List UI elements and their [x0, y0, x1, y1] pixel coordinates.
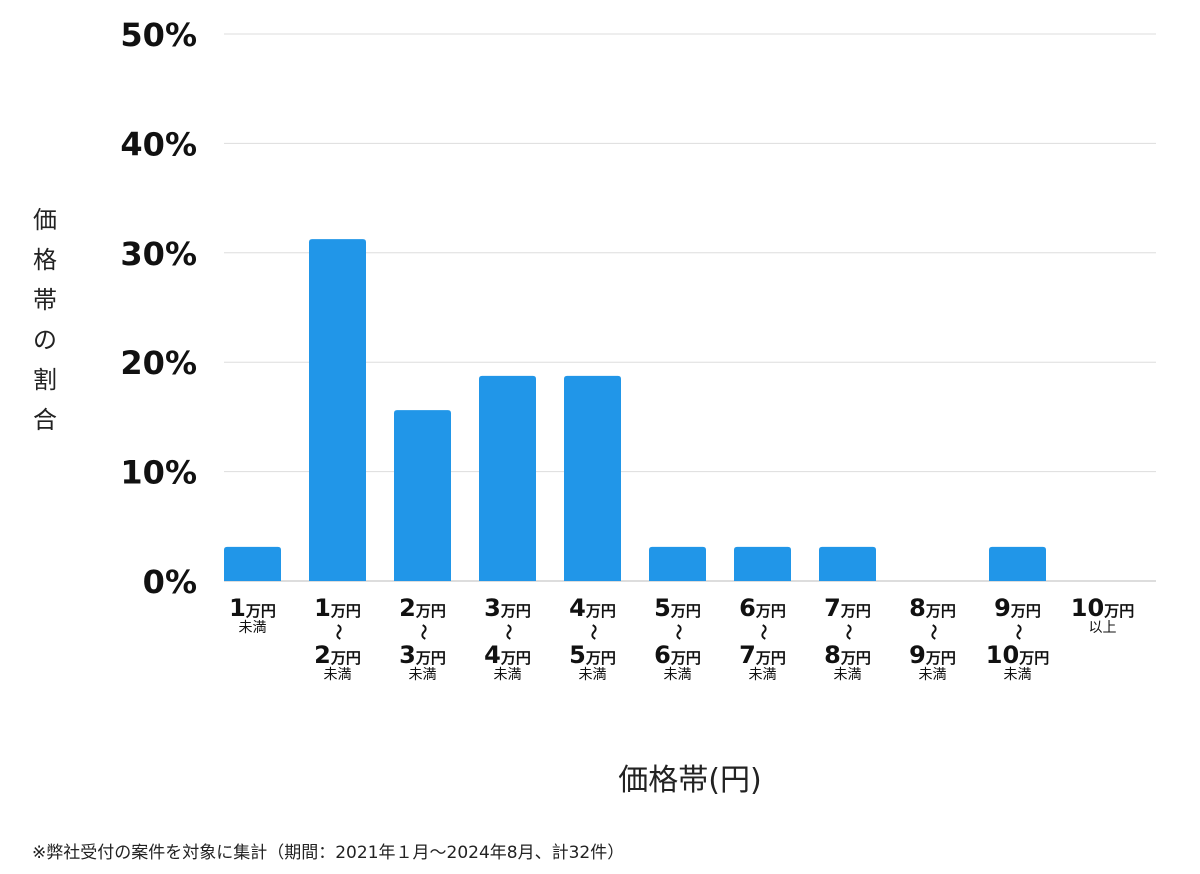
y-axis-label: 価格帯の割合: [33, 206, 57, 434]
y-tick-label: 10%: [120, 454, 197, 492]
x-tick-label: 6万円〜 7万円 未満: [739, 594, 786, 683]
bar: [734, 546, 791, 581]
y-tick-label: 40%: [120, 125, 197, 163]
y-tick-label: 30%: [120, 235, 197, 273]
x-tick-label: 7万円〜 8万円 未満: [824, 594, 871, 683]
bar: [224, 546, 281, 581]
bar: [989, 546, 1046, 581]
x-tick-label: 9万円〜 10万円 未満: [985, 594, 1050, 683]
y-tick-label: 0%: [143, 563, 197, 601]
x-tick-label: 1万円〜 2万円 未満: [314, 594, 361, 683]
bar: [819, 546, 876, 581]
bar: [309, 239, 366, 581]
y-tick-label: 20%: [120, 344, 197, 382]
y-tick-label: 50%: [120, 16, 197, 54]
x-tick-label: 1万円 未満: [229, 594, 276, 636]
footnote: ※弊社受付の案件を対象に集計（期間：2021年１月〜2024年8月、計32件）: [32, 843, 625, 863]
x-axis-label: 価格帯(円): [618, 763, 762, 798]
bar: [649, 546, 706, 581]
x-tick-label: 8万円〜 9万円 未満: [909, 594, 956, 683]
bar: [479, 375, 536, 581]
x-tick-label: 5万円〜 6万円 未満: [654, 594, 701, 683]
x-tick-label: 3万円〜 4万円 未満: [484, 594, 531, 683]
bar: [394, 410, 451, 581]
x-tick-label: 4万円〜 5万円 未満: [569, 594, 616, 683]
x-tick-label: 10万円 以上: [1070, 594, 1135, 636]
x-tick-label: 2万円〜 3万円 未満: [399, 594, 446, 683]
bar: [564, 375, 621, 581]
